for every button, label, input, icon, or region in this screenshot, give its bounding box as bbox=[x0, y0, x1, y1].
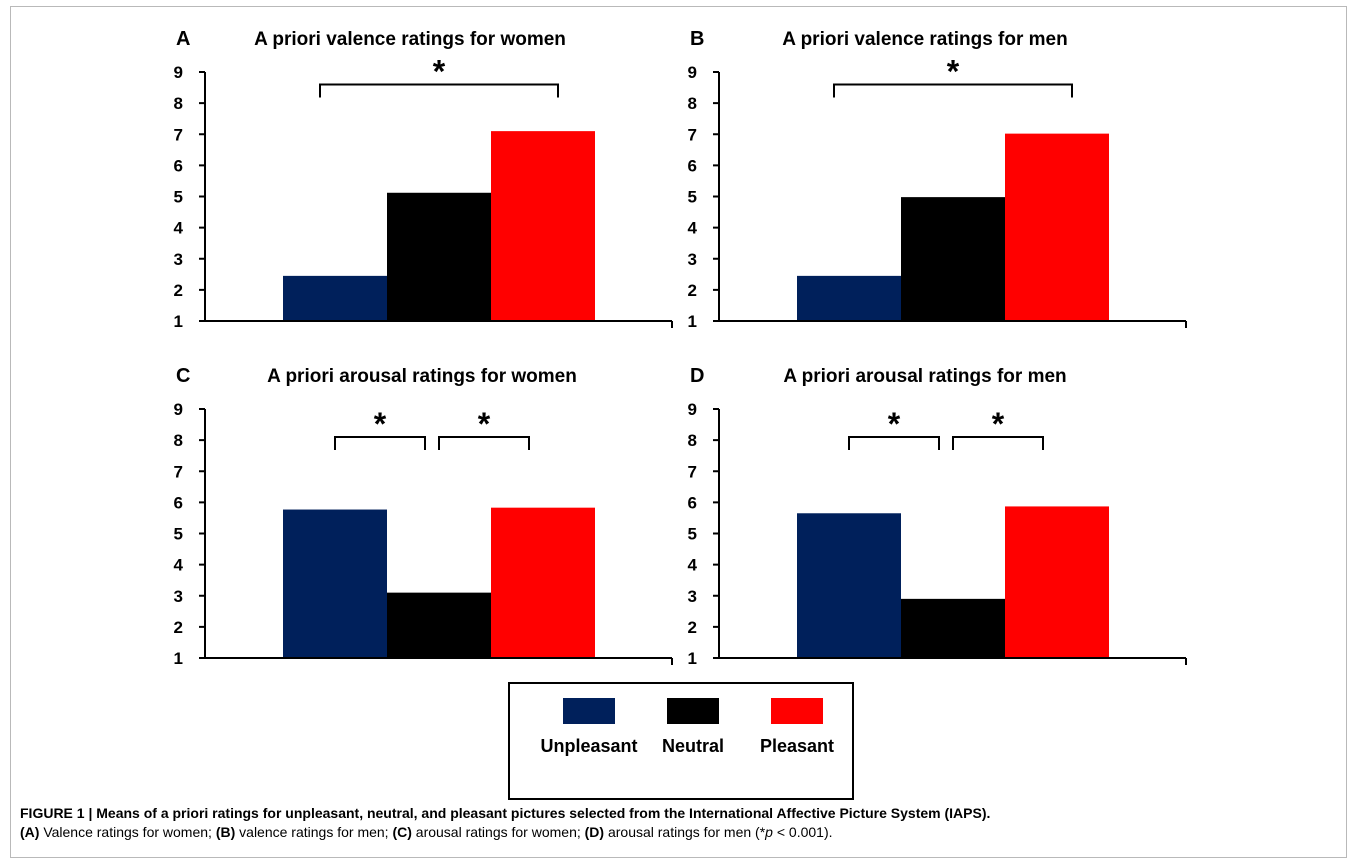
significance-star: * bbox=[888, 406, 901, 442]
y-tick-label: 6 bbox=[174, 493, 183, 512]
caption-text: Valence ratings for women; bbox=[39, 824, 216, 840]
panel-letter: A bbox=[176, 28, 190, 50]
y-tick-label: 3 bbox=[688, 587, 697, 606]
panel-letter: B bbox=[690, 28, 704, 50]
bar-unpleasant bbox=[283, 509, 387, 658]
y-tick-label: 2 bbox=[688, 618, 697, 637]
caption-body: (A) Valence ratings for women; (B) valen… bbox=[20, 823, 1335, 842]
panel-letter: C bbox=[176, 365, 190, 387]
y-tick-label: 2 bbox=[174, 281, 183, 300]
y-tick-label: 6 bbox=[688, 493, 697, 512]
significance-bracket bbox=[952, 436, 1044, 451]
y-tick-label: 2 bbox=[174, 618, 183, 637]
legend-swatch bbox=[667, 698, 719, 724]
bar-neutral bbox=[387, 592, 491, 658]
chart-panel-b: B A priori valence ratings for men 1 2 3 4 5 6 7… bbox=[688, 28, 1187, 331]
y-tick-label: 9 bbox=[174, 400, 183, 419]
significance-bracket bbox=[319, 83, 559, 98]
chart-title: A priori arousal ratings for men bbox=[783, 366, 1066, 387]
chart-panel-d: D A priori arousal ratings for men 1 2 3 4 5 6 7… bbox=[688, 365, 1187, 668]
legend-swatch bbox=[563, 698, 615, 724]
significance-star: * bbox=[992, 406, 1005, 442]
y-tick-label: 5 bbox=[688, 188, 697, 207]
y-tick-label: 9 bbox=[688, 400, 697, 419]
significance-bracket bbox=[438, 436, 530, 451]
significance-star: * bbox=[433, 53, 446, 89]
chart-panel-c: C A priori arousal ratings for women 1 2 3 4 5… bbox=[174, 365, 673, 668]
y-tick-label: 5 bbox=[174, 188, 183, 207]
caption-text: < 0.001). bbox=[772, 824, 833, 840]
chart-panel-a: A A priori valence ratings for women 1 2 3 4 5… bbox=[174, 28, 673, 331]
y-tick-label: 9 bbox=[174, 63, 183, 82]
y-tick-label: 1 bbox=[174, 649, 183, 668]
caption-italic: p bbox=[765, 824, 773, 840]
y-tick-label: 8 bbox=[174, 94, 183, 113]
y-tick-label: 7 bbox=[174, 125, 183, 144]
bar-pleasant bbox=[491, 507, 595, 658]
y-tick-label: 1 bbox=[174, 312, 183, 331]
caption-panel-ref: (B) bbox=[215, 824, 236, 840]
bar-pleasant bbox=[1005, 506, 1109, 658]
y-tick-label: 5 bbox=[174, 525, 183, 544]
significance-star: * bbox=[947, 53, 960, 89]
caption-title: FIGURE 1 | Means of a priori ratings for… bbox=[20, 805, 991, 821]
y-tick-label: 8 bbox=[688, 431, 697, 450]
significance-bracket bbox=[848, 436, 940, 451]
bar-neutral bbox=[901, 598, 1005, 658]
y-tick-label: 7 bbox=[174, 462, 183, 481]
y-tick-label: 8 bbox=[174, 431, 183, 450]
y-tick-label: 4 bbox=[174, 556, 184, 575]
significance-bracket bbox=[833, 83, 1073, 98]
y-tick-label: 2 bbox=[688, 281, 697, 300]
significance-star: * bbox=[374, 406, 387, 442]
y-tick-label: 1 bbox=[688, 649, 697, 668]
caption-panel-ref: (D) bbox=[584, 824, 605, 840]
y-tick-label: 6 bbox=[174, 156, 183, 175]
y-tick-label: 7 bbox=[688, 462, 697, 481]
bar-unpleasant bbox=[797, 275, 901, 321]
legend-label: Unpleasant bbox=[540, 736, 638, 756]
legend: Unpleasant Neutral Pleasant bbox=[508, 682, 854, 800]
caption-text: valence ratings for men; bbox=[235, 824, 393, 840]
bar-neutral bbox=[387, 192, 491, 321]
caption-panel-ref: (A) bbox=[20, 824, 40, 840]
chart-title: A priori arousal ratings for women bbox=[267, 366, 577, 387]
bar-unpleasant bbox=[283, 275, 387, 321]
y-tick-label: 9 bbox=[688, 63, 697, 82]
legend-label: Neutral bbox=[661, 736, 724, 756]
bar-unpleasant bbox=[797, 513, 901, 658]
y-tick-label: 4 bbox=[688, 219, 698, 238]
y-tick-label: 3 bbox=[174, 587, 183, 606]
significance-star: * bbox=[478, 406, 491, 442]
y-tick-label: 7 bbox=[688, 125, 697, 144]
y-tick-label: 4 bbox=[174, 219, 184, 238]
caption-text: arousal ratings for men (* bbox=[604, 824, 766, 840]
y-tick-label: 3 bbox=[174, 250, 183, 269]
y-tick-label: 8 bbox=[688, 94, 697, 113]
y-tick-label: 3 bbox=[688, 250, 697, 269]
legend-swatch bbox=[771, 698, 823, 724]
y-tick-label: 1 bbox=[688, 312, 697, 331]
panel-letter: D bbox=[690, 365, 704, 387]
significance-bracket bbox=[334, 436, 426, 451]
bar-pleasant bbox=[1005, 133, 1109, 321]
bar-neutral bbox=[901, 197, 1005, 321]
figure-frame bbox=[10, 6, 1347, 858]
figure-caption: FIGURE 1 | Means of a priori ratings for… bbox=[20, 805, 1335, 842]
legend-label: Pleasant bbox=[759, 736, 835, 756]
chart-title: A priori valence ratings for men bbox=[782, 29, 1067, 50]
legend-item-pleasant: Pleasant bbox=[742, 698, 852, 757]
chart-title: A priori valence ratings for women bbox=[254, 29, 566, 50]
bar-pleasant bbox=[491, 131, 595, 321]
legend-item-neutral: Neutral bbox=[638, 698, 748, 757]
caption-text: arousal ratings for women; bbox=[411, 824, 585, 840]
y-tick-label: 4 bbox=[688, 556, 698, 575]
caption-panel-ref: (C) bbox=[392, 824, 412, 840]
legend-item-unpleasant: Unpleasant bbox=[534, 698, 644, 757]
y-tick-label: 6 bbox=[688, 156, 697, 175]
y-tick-label: 5 bbox=[688, 525, 697, 544]
